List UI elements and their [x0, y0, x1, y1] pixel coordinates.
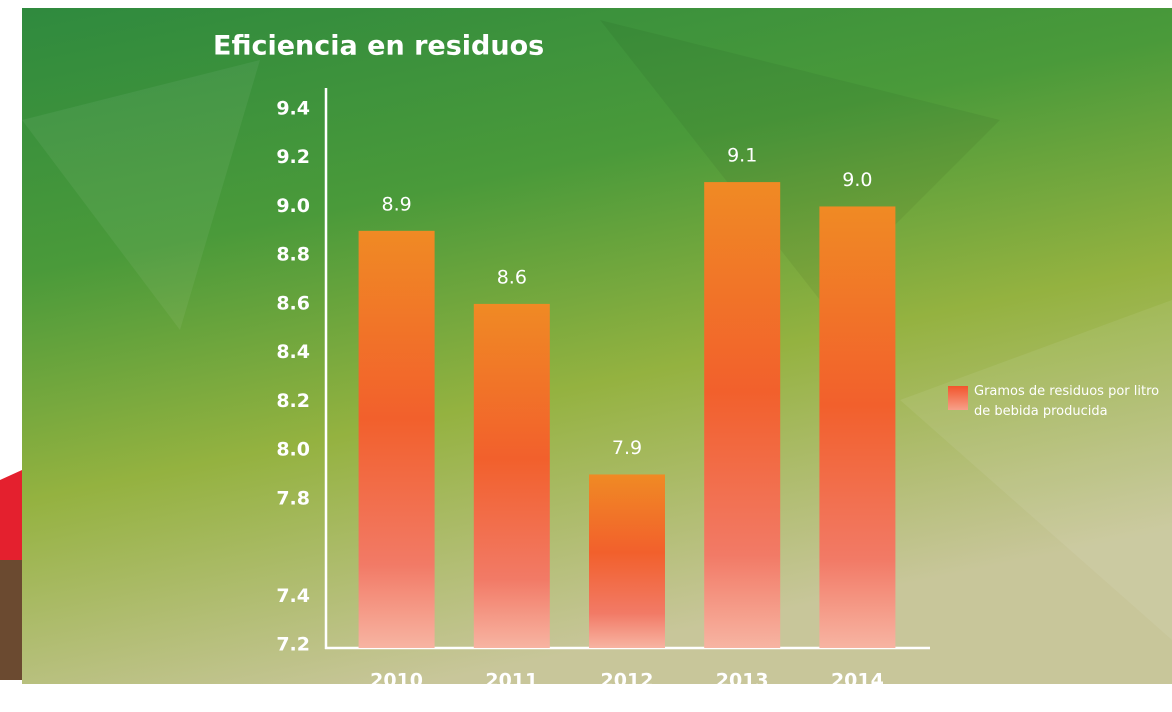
background-facet [900, 300, 1172, 640]
bar [589, 474, 665, 648]
y-tick-label: 8.8 [276, 244, 310, 266]
x-tick-label: 2011 [485, 670, 538, 692]
bar [819, 206, 896, 649]
x-tick-label: 2014 [831, 670, 884, 692]
y-tick-label: 8.2 [276, 390, 310, 412]
y-tick-label: 8.4 [276, 341, 310, 363]
bar [473, 303, 550, 648]
background-facet [600, 20, 1000, 300]
value-label: 7.9 [612, 437, 642, 459]
value-label: 9.1 [727, 145, 757, 167]
legend-swatch [948, 386, 968, 410]
y-tick-label: 7.2 [276, 634, 310, 656]
y-tick-label: 8.6 [276, 292, 310, 314]
bar [704, 182, 781, 648]
x-tick-label: 2012 [601, 670, 654, 692]
decor-red [0, 470, 22, 560]
y-tick-label: 9.2 [276, 146, 310, 168]
y-tick-label: 9.0 [276, 195, 310, 217]
y-tick-label: 9.4 [276, 98, 310, 120]
value-label: 9.0 [842, 169, 872, 191]
value-label: 8.6 [497, 266, 527, 288]
legend: Gramos de residuos por litro de bebida p… [948, 384, 1172, 422]
chart-title: Eficiencia en residuos [213, 31, 544, 62]
y-tick-label: 7.8 [276, 487, 310, 509]
value-label: 8.9 [381, 193, 411, 215]
x-tick-label: 2013 [716, 670, 769, 692]
x-tick-label: 2010 [370, 670, 423, 692]
decor-photo [0, 560, 22, 680]
legend-label: Gramos de residuos por litro de bebida p… [974, 384, 1160, 419]
y-tick-label: 8.0 [276, 439, 310, 461]
y-tick-label: 7.4 [276, 585, 310, 607]
background-facet [22, 60, 260, 330]
bar [358, 230, 435, 648]
